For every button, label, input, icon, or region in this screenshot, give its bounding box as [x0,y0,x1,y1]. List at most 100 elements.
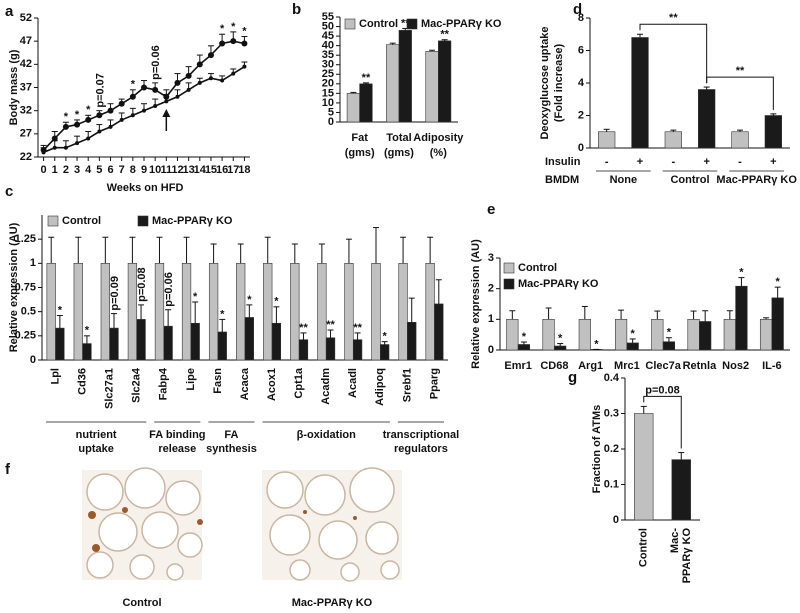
y-tick-label: 0 [578,142,584,154]
y-tick-label: 1.25 [15,233,36,245]
bracket-label: ** [736,65,745,77]
y-tick-label: 0 [613,514,619,526]
bar [398,263,408,361]
x-tick-label: Adiposity [413,132,464,144]
bar [190,322,200,361]
y-tick-label: 47 [20,35,32,47]
point [108,124,113,129]
annotation: p=0.06 [163,272,175,307]
x-tick-label: Lpl [49,368,61,385]
bar [344,263,354,361]
point [241,40,248,47]
bar [236,263,246,361]
bar [386,44,400,123]
legend-swatch [503,278,515,290]
point [75,141,80,146]
y-tick-label: 27 [20,128,32,140]
x-tick-label: + [770,156,776,168]
y-tick-label: 6 [578,44,584,56]
y-tick-label: 2 [578,109,584,121]
bar [542,319,555,351]
legend-swatch [137,215,149,227]
legend-label: Control [518,262,557,274]
panel-letter: e [487,201,495,218]
y-tick-label: 32 [20,105,32,117]
y-tick-label: 0.75 [15,281,36,293]
group-label: Control [670,174,709,186]
point [219,40,226,47]
y-tick-label: 0 [30,354,36,366]
bar [671,459,691,521]
series-line [43,40,245,151]
y-tick-label: 35 [322,49,334,61]
y-tick-label: 40 [322,40,334,52]
bar [352,339,363,361]
bar [263,263,273,361]
point [41,150,46,155]
bar [634,413,654,521]
x-tick-label: 10 [149,164,161,176]
annotation: * [522,331,527,343]
x-tick-label: Slc27a1 [104,368,116,409]
y-axis-title: Relative expression (AU) [8,222,20,352]
bar [217,331,227,361]
y-tick-label: 0.1 [604,478,619,490]
y-tick-label: 52 [20,12,32,24]
bar [181,263,192,361]
y-tick-label: 45 [322,30,334,42]
y-axis-title: Fraction of ATMs [591,405,603,494]
y-tick-label: 25 [322,68,334,80]
y-tick-label: 3 [488,252,494,264]
x-tick-label: 9 [141,164,147,176]
y-tick-label: 1 [488,313,494,325]
y-axis-title: (Fold increase) [553,44,565,123]
bar [438,40,452,123]
point [230,38,237,45]
group-label: FA [224,429,238,441]
bar [506,319,519,351]
bar [578,319,591,351]
x-tick-label: Srebf1 [401,368,413,402]
x-tick-label: Control [638,528,650,567]
legend-label: Control [359,18,398,30]
point [62,123,69,130]
annotation: ** [326,319,335,331]
x-tick-label: 0 [41,164,47,176]
bar [759,319,773,351]
y-tick-label: 0 [488,344,494,356]
x-tick-label: 4 [85,164,92,176]
point [164,99,169,104]
x-tick-label: Cd36 [77,368,89,395]
x-tick-label: Pparg [428,368,440,399]
group-label: None [610,174,638,186]
y-tick-label: 0 [328,116,334,128]
x-tick-label: Adipoq [374,368,386,406]
legend-label: Mac-PPARγ KO [152,215,233,227]
annotation: * [667,327,672,339]
x-tick-label: 5 [96,164,102,176]
x-tick-label: (gms) [345,147,375,159]
group-label: release [158,443,196,455]
annotation: * [247,294,252,306]
point [51,135,58,142]
x-tick-label: + [703,156,709,168]
x-tick-label: Mac- [669,528,681,553]
bar [73,263,83,361]
y-tick-label: 2 [488,283,494,295]
y-tick-label: 8 [578,12,584,24]
group-label: synthesis [206,443,257,455]
point [119,117,124,122]
point [175,94,180,99]
bar [723,319,736,351]
x-tick-label: Total [386,132,411,144]
x-tick-label: Fasn [212,368,224,394]
point [242,64,247,69]
annotation: * [242,25,247,37]
bracket-label: ** [669,12,678,24]
bar [359,83,373,123]
x-tick-label: 3 [74,164,80,176]
x-tick-label: (gms) [384,147,414,159]
point [96,112,103,119]
